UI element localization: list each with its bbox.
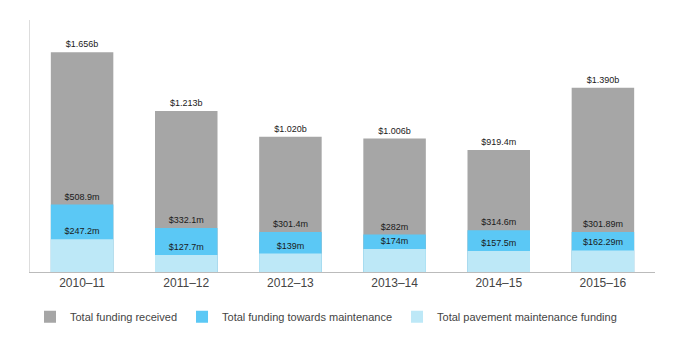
- svg-text:2015–16: 2015–16: [580, 276, 627, 290]
- svg-text:$157.5m: $157.5m: [481, 238, 516, 248]
- svg-text:$162.29m: $162.29m: [583, 237, 623, 247]
- svg-text:Total pavement maintenance fun: Total pavement maintenance funding: [437, 311, 617, 323]
- svg-text:$332.1m: $332.1m: [169, 215, 204, 225]
- svg-text:$301.89m: $301.89m: [583, 219, 623, 229]
- svg-text:$508.9m: $508.9m: [65, 192, 100, 202]
- svg-text:Total funding towards maintena: Total funding towards maintenance: [222, 311, 392, 323]
- svg-text:$314.6m: $314.6m: [481, 217, 516, 227]
- svg-text:2014–15: 2014–15: [475, 276, 522, 290]
- svg-text:$139m: $139m: [277, 241, 305, 251]
- svg-text:$1.006b: $1.006b: [378, 126, 411, 136]
- svg-text:$247.2m: $247.2m: [65, 226, 100, 236]
- svg-text:$282m: $282m: [381, 222, 409, 232]
- svg-text:2011–12: 2011–12: [163, 276, 209, 290]
- svg-text:$174m: $174m: [381, 236, 409, 246]
- svg-text:$301.4m: $301.4m: [273, 219, 308, 229]
- svg-text:$1.656b: $1.656b: [66, 39, 99, 49]
- svg-text:$1.213b: $1.213b: [170, 98, 203, 108]
- svg-text:$1.390b: $1.390b: [587, 75, 620, 85]
- svg-text:$919.4m: $919.4m: [481, 137, 516, 147]
- svg-text:$127.7m: $127.7m: [169, 242, 204, 252]
- svg-text:2013–14: 2013–14: [371, 276, 418, 290]
- svg-text:2010–11: 2010–11: [59, 276, 105, 290]
- svg-text:2012–13: 2012–13: [267, 276, 314, 290]
- svg-text:Total funding received: Total funding received: [70, 311, 177, 323]
- svg-text:$1.020b: $1.020b: [274, 124, 307, 134]
